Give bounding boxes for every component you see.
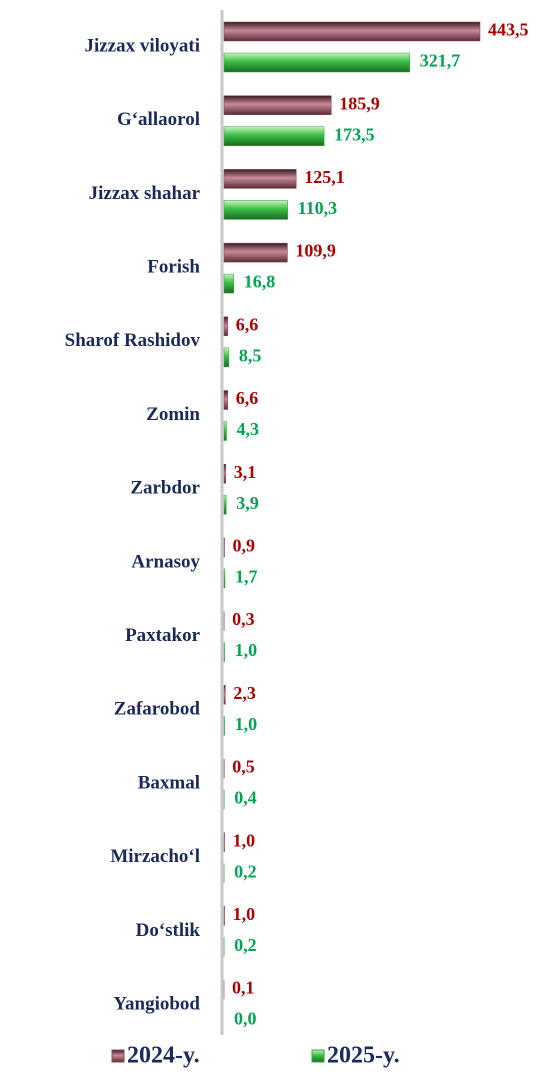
value-label: 443,5: [488, 20, 529, 40]
category-label: Forish: [147, 256, 200, 277]
value-label: 0,9: [233, 536, 256, 556]
value-label: 0,3: [232, 609, 255, 629]
value-label: 0,2: [234, 935, 257, 955]
value-label: 185,9: [339, 93, 380, 113]
legend-label: 2024-y.: [127, 1043, 200, 1069]
value-label: 1,0: [235, 640, 257, 660]
category-label: Zafarobod: [114, 699, 201, 720]
category-label: Do‘stlik: [136, 920, 201, 941]
bar: [223, 347, 230, 368]
bar: [223, 21, 481, 42]
bar: [223, 463, 227, 484]
bar: [223, 716, 225, 736]
value-label: 1,0: [233, 904, 256, 924]
bar: [223, 906, 225, 926]
value-label: 1,7: [235, 567, 258, 587]
legend-swatch: [111, 1049, 125, 1063]
value-label: 4,3: [236, 419, 258, 439]
value-label: 2,3: [233, 683, 256, 703]
bar: [223, 200, 288, 220]
category-label: Jizzax viloyati: [84, 35, 200, 56]
category-label: Yangiobod: [113, 993, 200, 1014]
bar: [223, 95, 332, 115]
category-label: Baxmal: [138, 772, 200, 793]
bar: [223, 421, 227, 441]
bar: [223, 390, 229, 410]
bar: [223, 832, 225, 852]
value-label: 0,5: [232, 757, 255, 777]
value-label: 3,9: [236, 493, 259, 513]
category-label: Mirzacho‘l: [110, 846, 200, 867]
value-label: 6,6: [236, 388, 259, 408]
value-label: 1,0: [233, 830, 256, 850]
category-label: Zarbdor: [130, 478, 200, 499]
value-label: 1,0: [235, 714, 257, 734]
bar: [223, 685, 226, 705]
value-label: 110,3: [298, 198, 338, 218]
category-label: G‘allaorol: [117, 109, 200, 130]
legend-swatch: [311, 1049, 325, 1063]
value-label: 125,1: [304, 167, 345, 187]
legend-label: 2025-y.: [327, 1043, 400, 1069]
value-label: 3,1: [234, 462, 257, 482]
value-label: 6,6: [236, 314, 259, 334]
value-label: 0,2: [234, 861, 257, 881]
category-label: Zomin: [146, 404, 200, 425]
category-label: Arnasoy: [131, 551, 200, 572]
bar: [223, 537, 225, 558]
bar: [223, 169, 297, 189]
value-label: 16,8: [244, 272, 275, 292]
value-label: 109,9: [295, 241, 336, 261]
category-label: Sharof Rashidov: [65, 330, 201, 351]
bar: [223, 494, 227, 515]
value-label: 8,5: [239, 345, 262, 365]
bar: [223, 52, 410, 73]
bar: [223, 242, 288, 263]
bar: [223, 568, 226, 589]
value-label: 0,0: [234, 1009, 257, 1029]
bar: [223, 316, 229, 337]
value-label: 0,4: [234, 788, 257, 808]
bar: [223, 642, 225, 662]
bar: [223, 126, 325, 146]
value-label: 173,5: [334, 124, 375, 144]
category-label: Paxtakor: [125, 625, 201, 646]
bar: [223, 273, 234, 294]
category-label: Jizzax shahar: [89, 183, 201, 204]
value-label: 0,1: [232, 978, 255, 998]
value-label: 321,7: [420, 51, 461, 71]
